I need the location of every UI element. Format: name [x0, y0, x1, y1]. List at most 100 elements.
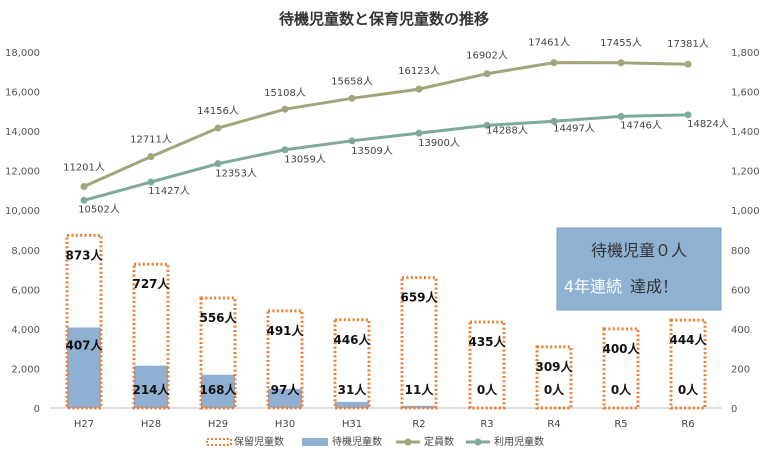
point-capacity — [214, 124, 222, 132]
y-right-tick-label: 600 — [731, 285, 750, 296]
line-users — [83, 113, 689, 202]
capacity-label: 17381人 — [667, 38, 709, 50]
point-capacity — [80, 182, 88, 190]
held-label: 309人 — [535, 359, 573, 374]
y-right-tick-label: 1,200 — [731, 167, 760, 178]
y-right-tick-label: 400 — [731, 325, 750, 336]
capacity-label: 11201人 — [63, 161, 105, 173]
point-capacity — [281, 105, 289, 113]
held-label: 491人 — [266, 323, 304, 338]
point-users — [617, 112, 625, 120]
waiting-label: 407人 — [65, 338, 103, 353]
y-left-tick-label: 12,000 — [5, 167, 40, 178]
point-capacity — [684, 60, 692, 68]
x-tick-label: R2 — [412, 419, 425, 430]
held-label: 659人 — [400, 290, 438, 305]
point-users — [80, 196, 88, 204]
y-right-tick-label: 800 — [731, 246, 750, 257]
bar-held — [65, 233, 103, 410]
annotation-box — [556, 227, 722, 311]
capacity-label: 17461人 — [528, 37, 570, 49]
y-left-tick-label: 6,000 — [11, 285, 40, 296]
annotation-line2b: 達成！ — [630, 277, 678, 296]
held-label: 444人 — [669, 332, 707, 347]
line-capacity — [83, 61, 689, 188]
legend-marker-users — [474, 438, 482, 446]
y-left-tick-label: 10,000 — [5, 206, 40, 217]
x-tick-label: H28 — [141, 419, 161, 430]
y-left-tick-label: 4,000 — [11, 325, 40, 336]
users-label: 13509人 — [351, 145, 393, 157]
users-label: 13900人 — [418, 137, 460, 149]
y-left-tick-label: 8,000 — [11, 246, 40, 257]
users-label: 14288人 — [486, 124, 528, 136]
waiting-label: 0人 — [544, 382, 565, 397]
x-tick-label: H30 — [275, 419, 295, 430]
point-users — [281, 146, 289, 154]
held-label: 446人 — [333, 332, 371, 347]
x-tick-label: H27 — [74, 419, 94, 430]
capacity-label: 16902人 — [466, 50, 508, 62]
bar-waiting — [268, 388, 302, 408]
legend-label-capacity: 定員数 — [424, 435, 454, 448]
held-label: 400人 — [602, 341, 640, 356]
x-tick-label: R3 — [480, 419, 493, 430]
y-right-tick-label: 1,600 — [731, 88, 760, 99]
y-right-tick-label: 1,400 — [731, 127, 760, 138]
point-capacity — [415, 85, 423, 93]
bar-held — [468, 320, 506, 410]
x-tick-label: H29 — [208, 419, 228, 430]
point-users — [214, 160, 222, 168]
waiting-label: 31人 — [338, 382, 368, 397]
point-users — [147, 178, 155, 186]
y-right-tick-label: 1,000 — [731, 206, 760, 217]
bar-waiting — [67, 327, 101, 408]
bar-waiting — [134, 365, 168, 408]
capacity-label: 15658人 — [331, 75, 373, 87]
point-capacity — [617, 59, 625, 67]
users-label: 11427人 — [148, 185, 190, 197]
held-label: 873人 — [65, 247, 103, 262]
held-label: 556人 — [199, 310, 237, 325]
capacity-label: 16123人 — [398, 65, 440, 77]
y-left-tick-label: 16,000 — [5, 88, 40, 99]
users-label: 14824人 — [687, 118, 729, 130]
point-users — [483, 121, 491, 129]
point-capacity — [147, 153, 155, 161]
bar-held — [669, 318, 707, 410]
bar-held — [199, 296, 237, 410]
point-capacity — [483, 70, 491, 78]
point-users — [684, 111, 692, 119]
legend-label-users: 利用児童数 — [494, 435, 544, 448]
y-right-tick-label: 0 — [731, 404, 737, 415]
capacity-label: 17455人 — [600, 37, 642, 49]
capacity-label: 12711人 — [130, 134, 172, 146]
x-tick-label: R6 — [681, 419, 694, 430]
legend-swatch-waiting — [302, 438, 328, 446]
waiting-label: 97人 — [271, 382, 301, 397]
legend-swatch-held — [206, 438, 232, 446]
waiting-label: 0人 — [678, 382, 699, 397]
annotation-line2a: 4年連続 — [564, 277, 622, 296]
x-tick-label: H31 — [342, 419, 362, 430]
users-label: 12353人 — [215, 168, 257, 180]
point-users — [348, 137, 356, 145]
bar-held — [602, 327, 640, 410]
held-label: 727人 — [132, 276, 170, 291]
chart-title: 待機児童数と保育児童数の推移 — [279, 10, 489, 28]
point-capacity — [550, 59, 558, 67]
point-users — [550, 117, 558, 125]
y-right-tick-label: 200 — [731, 364, 750, 375]
waiting-label: 168人 — [199, 382, 237, 397]
x-tick-label: R5 — [614, 419, 627, 430]
y-left-tick-label: 0 — [34, 404, 40, 415]
bar-held — [132, 262, 170, 410]
point-capacity — [348, 94, 356, 102]
users-label: 14746人 — [620, 119, 662, 131]
waiting-label: 214人 — [132, 382, 170, 397]
bar-held — [535, 345, 573, 410]
waiting-label: 11人 — [405, 382, 435, 397]
capacity-label: 15108人 — [264, 87, 306, 99]
bar-waiting — [335, 401, 369, 408]
users-label: 14497人 — [553, 122, 595, 134]
